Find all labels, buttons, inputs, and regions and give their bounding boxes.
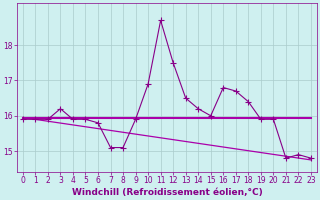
X-axis label: Windchill (Refroidissement éolien,°C): Windchill (Refroidissement éolien,°C) bbox=[72, 188, 262, 197]
